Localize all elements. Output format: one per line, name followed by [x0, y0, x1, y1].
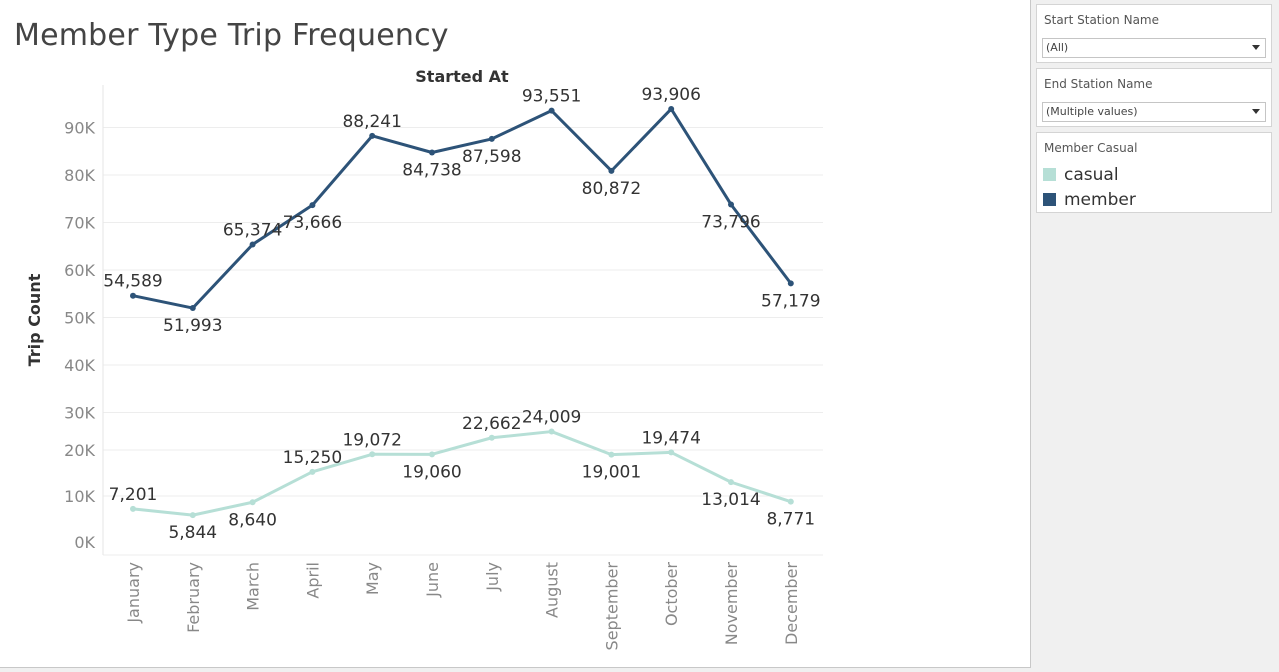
- y-tick-label: 20K: [64, 441, 95, 460]
- y-tick-label: 30K: [64, 404, 95, 423]
- legend-swatch-casual: [1043, 168, 1056, 181]
- data-label-member: 73,796: [701, 212, 760, 232]
- data-label-casual: 7,201: [109, 485, 158, 505]
- data-label-casual: 5,844: [168, 523, 217, 543]
- data-point-member: [369, 132, 376, 139]
- x-tick-label: March: [244, 562, 263, 611]
- end-station-value: (Multiple values): [1046, 105, 1138, 118]
- x-tick-label: January: [124, 562, 143, 624]
- data-label-member: 88,241: [342, 112, 401, 132]
- worksheet: Member Type Trip Frequency 0K 10K 20K 30K 40…: [0, 0, 1031, 668]
- y-tick-label: 60K: [64, 261, 95, 280]
- data-label-member: 57,179: [761, 291, 820, 311]
- data-label-casual: 22,662: [462, 414, 521, 434]
- data-point-casual: [668, 449, 675, 456]
- x-tick-label: May: [363, 562, 382, 595]
- data-label-member: 54,589: [103, 272, 162, 292]
- y-tick-label: 70K: [64, 214, 95, 233]
- data-label-casual: 19,474: [641, 428, 700, 448]
- legend-label-casual: casual: [1064, 165, 1119, 185]
- data-point-casual: [728, 479, 734, 486]
- x-tick-label: June: [423, 562, 442, 598]
- end-station-filter-title: End Station Name: [1044, 77, 1153, 91]
- x-tick-label: December: [782, 562, 801, 645]
- data-label-casual: 24,009: [522, 408, 581, 428]
- x-axis-title: Started At: [415, 67, 509, 86]
- legend-title: Member Casual: [1044, 141, 1138, 155]
- data-point-member: [668, 105, 675, 112]
- start-station-filter-title: Start Station Name: [1044, 13, 1160, 27]
- data-label-casual: 8,640: [228, 510, 277, 530]
- x-tick-label: April: [303, 562, 322, 599]
- series-line-casual: [132, 430, 792, 517]
- x-tick-label: November: [722, 562, 741, 646]
- data-point-casual: [189, 512, 196, 519]
- end-station-dropdown[interactable]: (Multiple values): [1042, 102, 1266, 122]
- y-tick-label: 10K: [64, 487, 95, 506]
- data-label-casual: 19,072: [342, 430, 401, 450]
- data-point-member: [548, 107, 555, 114]
- y-tick-label: 50K: [64, 309, 95, 328]
- start-station-dropdown[interactable]: (All): [1042, 38, 1266, 58]
- data-point-member: [249, 241, 256, 248]
- data-label-member: 93,551: [522, 87, 581, 107]
- data-point-member: [189, 305, 196, 312]
- sheet-title: Member Type Trip Frequency: [14, 18, 449, 53]
- data-label-member: 80,872: [582, 179, 641, 199]
- data-label-member: 87,598: [462, 147, 521, 167]
- data-point-member: [309, 202, 316, 209]
- data-label-casual: 19,060: [402, 462, 461, 482]
- y-axis-title: Trip Count: [25, 273, 44, 366]
- data-point-member: [429, 149, 435, 156]
- end-station-filter: End Station Name (Multiple values): [1036, 68, 1272, 127]
- data-point-member: [488, 135, 495, 142]
- data-point-member: [728, 201, 734, 208]
- data-label-casual: 13,014: [701, 490, 760, 510]
- data-point-casual: [130, 505, 136, 512]
- y-tick-label: 0K: [74, 533, 95, 552]
- x-tick-label: August: [543, 562, 562, 618]
- series-line-member: [132, 107, 792, 310]
- chevron-down-icon[interactable]: [1252, 109, 1260, 114]
- legend-label-member: member: [1064, 190, 1136, 210]
- line-chart[interactable]: 0K 10K 20K 30K 40K 50K 60K 70K 80K 90K Started At T…: [0, 0, 1030, 667]
- x-tick-label: February: [184, 562, 203, 633]
- data-label-member: 65,374: [223, 220, 282, 240]
- y-tick-label: 80K: [64, 166, 95, 185]
- data-label-casual: 15,250: [283, 448, 342, 468]
- y-tick-label: 40K: [64, 356, 95, 375]
- data-point-member: [608, 167, 615, 174]
- data-point-casual: [787, 498, 794, 505]
- data-point-casual: [369, 451, 376, 458]
- data-label-member: 93,906: [641, 85, 700, 105]
- data-point-casual: [548, 428, 555, 435]
- data-point-member: [787, 280, 794, 287]
- legend-swatch-member: [1043, 193, 1056, 206]
- data-point-casual: [249, 499, 256, 506]
- y-tick-label: 90K: [64, 119, 95, 138]
- data-point-member: [130, 292, 136, 299]
- start-station-value: (All): [1046, 41, 1069, 54]
- data-point-casual: [309, 468, 316, 475]
- data-point-casual: [488, 434, 495, 441]
- data-label-casual: 19,001: [582, 463, 641, 483]
- data-point-casual: [429, 451, 435, 458]
- x-tick-label: October: [662, 562, 681, 626]
- x-tick-label: July: [483, 562, 502, 592]
- chevron-down-icon[interactable]: [1252, 45, 1260, 50]
- data-point-casual: [608, 451, 615, 458]
- data-label-member: 84,738: [402, 160, 461, 180]
- color-legend: Member Casual casual member: [1036, 132, 1272, 213]
- start-station-filter: Start Station Name (All): [1036, 4, 1272, 63]
- x-tick-label: September: [602, 562, 621, 651]
- data-label-member: 73,666: [283, 213, 342, 233]
- data-label-casual: 8,771: [766, 510, 815, 530]
- data-label-member: 51,993: [163, 316, 222, 336]
